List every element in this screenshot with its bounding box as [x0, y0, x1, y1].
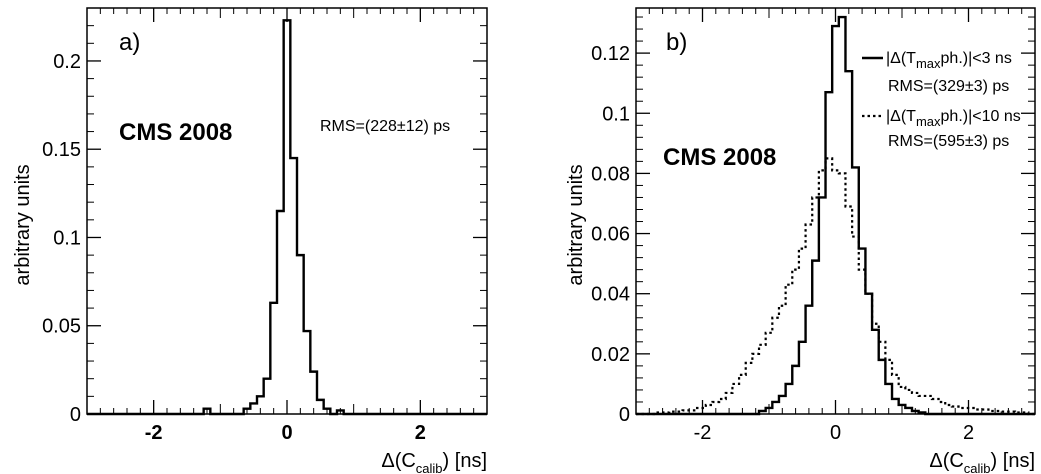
panel-a-tag: a)	[119, 29, 140, 56]
panel-a-ticks	[86, 7, 488, 415]
legend-solid-label-suffix: ph.)|<3 ns	[941, 50, 1012, 67]
xtick-label: -2	[694, 422, 712, 444]
ytick-label: 0.1	[602, 103, 630, 125]
panel-b-histogram-solid	[636, 15, 1035, 416]
panel-a-plot-frame	[86, 7, 488, 415]
panel-a-rms-annotation: RMS=(228±12) ps	[320, 118, 450, 135]
legend-dotted-label-prefix: |Δ(T	[886, 108, 916, 125]
xtick-label: 2	[415, 422, 426, 444]
panel-b-xlabel-subscript: calib	[964, 461, 991, 474]
panel-a: arbitrary units 0 0.05 0.1 0.15 0.2 -2 0 2 a) C…	[12, 7, 488, 474]
legend-solid-label: |Δ(Tmaxph.)|<3 ns	[886, 50, 1012, 71]
panel-b-tag: b)	[666, 29, 687, 56]
panel-b-ylabel: arbitrary units	[565, 164, 587, 285]
panel-b-histogram-dotted	[636, 157, 1035, 416]
legend-solid-rms: RMS=(329±3) ps	[888, 78, 1009, 95]
panel-a-xlabel-suffix: ) [ns]	[443, 450, 487, 472]
ytick-label: 0	[70, 404, 81, 426]
panel-b-legend: |Δ(Tmaxph.)|<3 ns RMS=(329±3) ps |Δ(Tmax…	[862, 50, 1021, 150]
legend-solid-label-prefix: |Δ(T	[886, 50, 916, 67]
ytick-label: 0.04	[591, 284, 630, 306]
ytick-label: 0.06	[591, 224, 630, 246]
ytick-label: 0	[619, 404, 630, 426]
ytick-label: 0.1	[53, 227, 81, 249]
panel-b-xlabel: Δ(Ccalib) [ns]	[929, 450, 1035, 474]
panel-b-plot-frame	[635, 7, 1036, 415]
panel-a-xlabel-subscript: calib	[416, 461, 443, 474]
panel-b-ticks	[635, 8, 1036, 415]
legend-dotted-label-subscript: max	[916, 114, 941, 129]
ytick-label: 0.08	[591, 163, 630, 185]
panel-b-xlabel-suffix: ) [ns]	[991, 450, 1035, 472]
legend-dotted-rms: RMS=(595±3) ps	[888, 133, 1009, 150]
xtick-label: 0	[281, 422, 292, 444]
xtick-label: -2	[145, 422, 163, 444]
panel-a-histogram-solid	[87, 19, 487, 416]
panel-a-watermark: CMS 2008	[119, 119, 232, 146]
ytick-label: 0.2	[53, 51, 81, 73]
xtick-label: 0	[830, 422, 841, 444]
ytick-label: 0.12	[591, 43, 630, 65]
ytick-label: 0.05	[42, 316, 81, 338]
legend-dotted-label-suffix: ph.)|<10 ns	[941, 108, 1021, 125]
ytick-label: 0.15	[42, 139, 81, 161]
panel-b-tick-labels: 0 0.02 0.04 0.06 0.08 0.1 0.12 -2 0 2	[591, 43, 974, 444]
legend-dotted-label: |Δ(Tmaxph.)|<10 ns	[886, 108, 1021, 129]
panel-a-tick-labels: 0 0.05 0.1 0.15 0.2 -2 0 2	[42, 51, 426, 444]
panel-a-xlabel-prefix: Δ(C	[381, 450, 415, 472]
xtick-label: 2	[963, 422, 974, 444]
panel-a-ylabel: arbitrary units	[12, 164, 34, 285]
legend-solid-label-subscript: max	[916, 56, 941, 71]
panel-a-xlabel: Δ(Ccalib) [ns]	[381, 450, 487, 474]
ytick-label: 0.02	[591, 344, 630, 366]
panel-b-xlabel-prefix: Δ(C	[929, 450, 963, 472]
panel-b-watermark: CMS 2008	[663, 144, 776, 171]
panel-b: arbitrary units 0 0.02 0.04 0.06 0.08 0.1 0.12…	[565, 7, 1036, 474]
